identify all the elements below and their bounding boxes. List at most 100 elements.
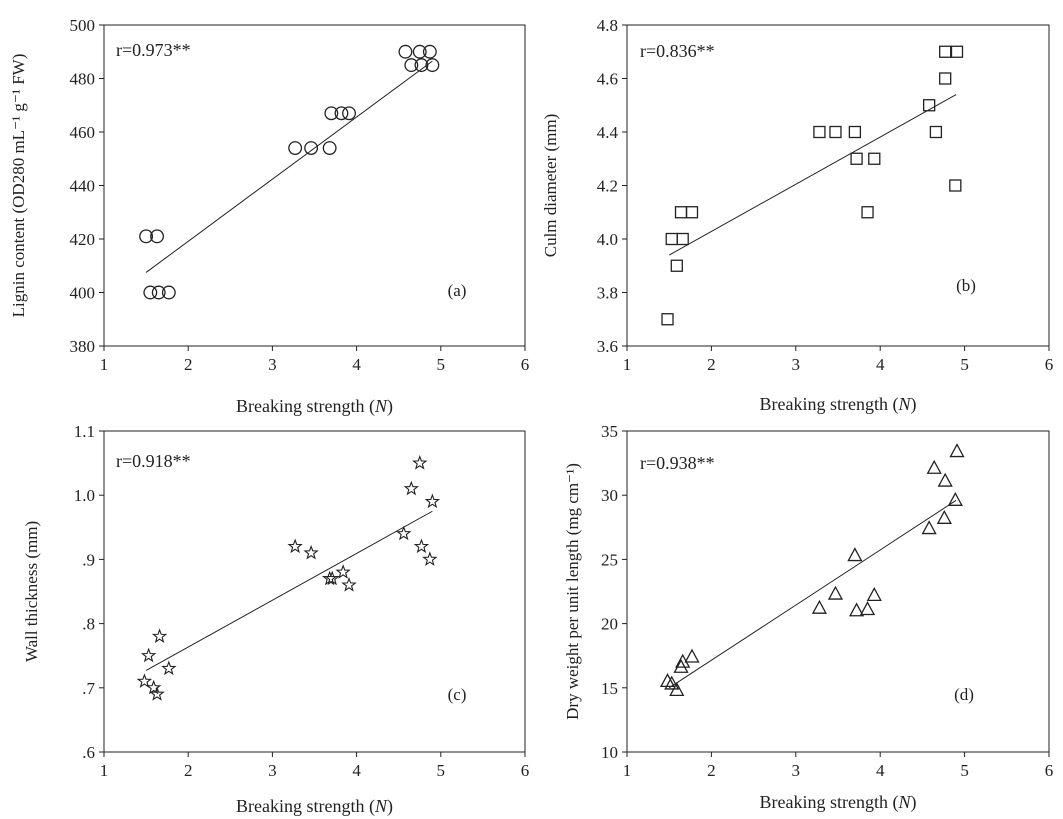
data-point [848,602,865,617]
data-point [304,141,319,156]
data-point [161,285,176,300]
correlation-label: r=0.938** [640,453,715,473]
data-point [151,285,166,300]
data-point [413,538,430,554]
y-tick-label: 380 [70,337,96,356]
data-point [322,141,337,156]
x-tick-label: 4 [876,761,885,780]
y-tick-label: 30 [601,486,618,505]
data-point [664,675,680,690]
data-point [404,58,419,73]
data-point [422,551,438,566]
chart-panel-4: 1 2 3 4 5 6 10 15 20 25 30 35 Breaking strength (N) D… [563,422,1053,813]
data-point [150,229,164,244]
x-tick-label: 3 [268,355,277,374]
x-tick-label: 5 [437,761,446,780]
trend-line [668,499,957,689]
x-tick-label: 2 [707,761,716,780]
y-tick-label: 4.8 [597,16,618,35]
x-tick-label: 2 [184,355,193,374]
data-point [334,106,349,121]
data-point [161,660,177,676]
x-tick-label: 6 [521,355,530,374]
data-point [859,601,876,616]
x-tick-label: 4 [352,355,361,374]
y-axis-label: Lignin content (OD280 mL⁻¹ g⁻¹ FW) [9,54,28,318]
y-tick-label: 3.6 [597,337,618,356]
correlation-label: r=0.973** [116,40,191,60]
data-point [342,106,356,121]
data-point [685,206,699,219]
plot-frame [103,430,526,753]
data-point [140,647,157,663]
trend-line [145,510,433,671]
data-point [939,72,952,85]
y-tick-label: .7 [82,679,95,698]
y-tick-label: 420 [70,230,96,249]
y-tick-label: 35 [601,422,618,441]
data-point [288,141,303,156]
x-axis-label: Breaking strength (N) [236,396,393,417]
y-tick-label: 4.0 [597,230,618,249]
x-axis-label: Breaking strength (N) [760,394,917,415]
data-point [412,455,428,470]
data-point [676,232,689,246]
data-point [425,58,440,73]
data-point [287,538,303,554]
panel-label: (b) [956,276,976,295]
data-point [921,520,937,535]
data-point [813,125,826,139]
x-tick-label: 6 [521,761,530,780]
y-tick-label: 480 [70,70,96,89]
x-tick-label: 1 [100,355,109,374]
data-point [861,206,874,219]
y-tick-label: 440 [70,177,96,196]
plot-frame [626,430,1050,753]
data-point [929,125,943,139]
x-tick-label: 3 [268,761,277,780]
x-tick-label: 6 [1045,355,1054,374]
y-axis-label: Wall thickness (mm) [22,521,41,662]
data-point [324,570,340,586]
panel-label: (c) [448,685,467,704]
y-tick-label: 4.6 [597,70,618,89]
data-point [926,459,942,474]
panel-label: (d) [954,685,974,704]
x-tick-label: 3 [792,355,801,374]
chart-panel-1: 1 2 3 4 5 6 380 400 420 440 460 480 500 Breaking stre… [9,16,529,417]
data-point [414,58,429,73]
data-point [335,564,351,579]
data-point [939,45,952,58]
plot-frame [626,24,1050,347]
x-axis-label: Breaking strength (N) [236,796,393,817]
data-point [936,509,952,524]
data-point [424,493,441,509]
data-point [937,472,953,487]
x-tick-label: 5 [960,355,969,374]
data-point [412,44,427,59]
data-point [674,206,688,219]
trend-line [145,60,433,273]
data-point [866,586,882,602]
data-point [673,658,689,673]
data-point [403,480,420,496]
y-tick-label: 4.4 [597,123,619,142]
data-point [136,673,153,688]
data-point [829,125,842,139]
data-point [396,525,412,541]
x-tick-label: 1 [623,355,632,374]
x-tick-label: 4 [876,355,885,374]
y-tick-label: 460 [70,123,96,142]
correlation-label: r=0.918** [116,451,191,471]
data-point [949,443,965,458]
data-point [669,682,685,697]
y-axis-label: Dry weight per unit length (mg cm⁻¹) [563,463,582,720]
data-point [950,45,964,58]
panel-label: (a) [448,281,467,300]
data-point [949,179,962,192]
data-point [670,259,683,272]
x-tick-label: 2 [707,355,716,374]
y-tick-label: 15 [601,679,618,698]
